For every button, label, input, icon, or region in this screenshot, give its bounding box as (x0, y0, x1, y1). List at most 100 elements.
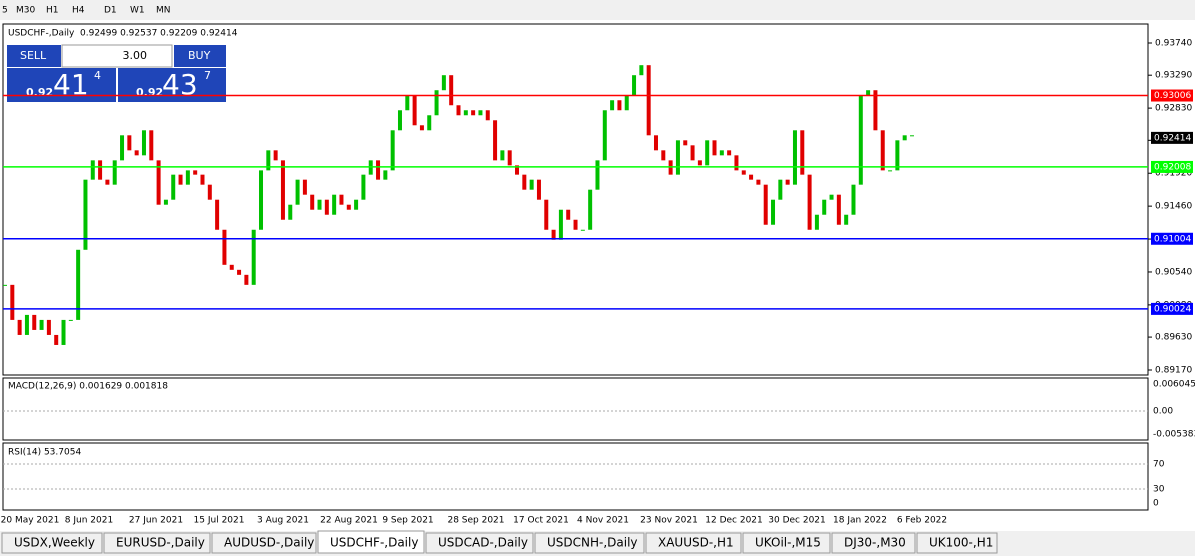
candle (785, 179, 790, 185)
level-box (1151, 160, 1193, 173)
candle (295, 179, 300, 205)
x-tick-label: 23 Nov 2021 (640, 516, 698, 526)
tab-label: USDX,Weekly (14, 536, 95, 550)
x-tick-label: 9 Sep 2021 (382, 516, 433, 526)
level-label: 0.92008 (1154, 162, 1191, 172)
candle (573, 219, 578, 230)
tab[interactable] (211, 532, 317, 554)
timeframe-button[interactable]: H1 (46, 6, 59, 16)
candle (105, 179, 110, 185)
candle (68, 319, 73, 321)
lots-input[interactable] (61, 44, 173, 68)
candle (171, 174, 176, 200)
y-tick-label: 0.91460 (1155, 202, 1192, 212)
ohlc: 0.92499 0.92537 0.92209 0.92414 (80, 29, 238, 39)
candle (866, 90, 871, 96)
macd-tick: 0.00 (1153, 407, 1173, 417)
timeframe-button[interactable]: H4 (72, 6, 85, 16)
tab[interactable] (831, 532, 916, 554)
candle (515, 165, 520, 175)
candle (580, 229, 585, 231)
candle (880, 130, 885, 171)
x-tick-label: 15 Jul 2021 (194, 516, 245, 526)
tab[interactable] (534, 532, 645, 554)
candle (273, 150, 278, 161)
candle (734, 155, 739, 171)
candle (39, 319, 44, 330)
timeframe-button[interactable]: D1 (104, 6, 117, 16)
candle (683, 140, 688, 146)
candle (178, 174, 183, 185)
buy-button[interactable] (174, 45, 226, 67)
timeframe-button[interactable]: MN (156, 6, 171, 16)
sell-price[interactable] (7, 68, 116, 102)
candle (675, 140, 680, 175)
y-tick-label: 0.89630 (1155, 333, 1192, 343)
candle (522, 174, 527, 190)
buy-price[interactable] (118, 68, 226, 102)
candle (778, 179, 783, 200)
candle (836, 194, 841, 225)
toolbar (0, 0, 1195, 20)
level-label: 0.90024 (1154, 304, 1191, 314)
tab[interactable] (645, 532, 742, 554)
candle (763, 184, 768, 225)
candle (222, 229, 227, 265)
tab[interactable] (916, 532, 998, 554)
candle (237, 269, 242, 275)
candle (814, 214, 819, 230)
candle (551, 229, 556, 240)
candle (588, 189, 593, 230)
x-tick-label: 27 Jun 2021 (129, 516, 183, 526)
tab[interactable] (425, 532, 534, 554)
candle (441, 75, 446, 91)
candle (536, 179, 541, 200)
sell-text: SELL (20, 49, 47, 62)
tab[interactable] (317, 530, 425, 554)
candle (134, 150, 139, 156)
candle (602, 110, 607, 161)
candle (756, 179, 761, 185)
tab-label: USDCNH-,Daily (547, 536, 638, 550)
candle (149, 130, 154, 161)
x-tick-label: 3 Aug 2021 (257, 516, 309, 526)
tab[interactable] (103, 532, 211, 554)
candle (646, 65, 651, 136)
candle (822, 199, 827, 215)
candle (200, 174, 205, 185)
level-box (1151, 89, 1193, 102)
candle (376, 160, 381, 180)
candle (383, 170, 388, 180)
candle (712, 140, 717, 156)
candle (163, 199, 168, 205)
level-label: 0.91004 (1154, 234, 1191, 244)
candle (54, 334, 59, 345)
candle (266, 150, 271, 171)
candle (449, 75, 454, 106)
current-label: 0.92414 (1154, 133, 1191, 143)
tab[interactable] (742, 532, 831, 554)
y-tick-label: 0.93290 (1155, 71, 1192, 81)
rsi-tick: 0 (1153, 499, 1159, 509)
x-tick-label: 20 May 2021 (1, 516, 60, 526)
tab-label: UK100-,H1 (929, 536, 993, 550)
macd-tick: -0.005383 (1153, 430, 1195, 440)
sell-small: 4 (94, 69, 101, 82)
candle (653, 135, 658, 151)
candle (141, 130, 146, 156)
candle (888, 170, 893, 172)
timeframe-button[interactable]: 5 (2, 6, 8, 16)
timeframe-button[interactable]: W1 (130, 6, 145, 16)
tab-label: USDCHF-,Daily (330, 536, 418, 550)
candle (207, 184, 212, 200)
main-panel (2, 23, 1149, 376)
candle (485, 110, 490, 121)
sell-button[interactable] (7, 45, 61, 67)
candle (405, 95, 410, 111)
tab-label: AUDUSD-,Daily (224, 536, 314, 550)
timeframe-button[interactable]: M30 (16, 6, 35, 16)
candle (61, 319, 66, 345)
macd-tick: 0.006045 (1153, 380, 1195, 390)
tab[interactable] (1, 532, 103, 554)
